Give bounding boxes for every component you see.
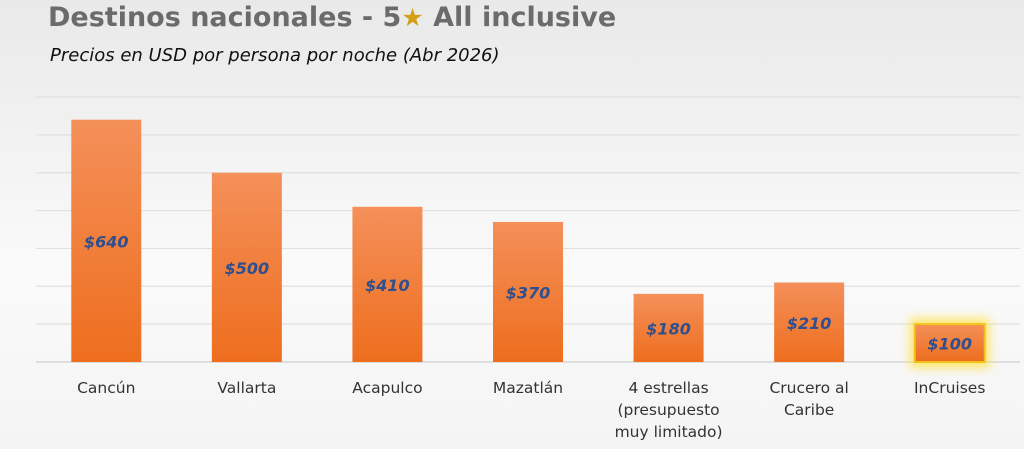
value-label: $100 [927,335,972,354]
title-text: Destinos nacionales - 5 [48,2,402,33]
x-tick-label: Mazatlán [492,379,564,397]
bar [71,119,142,362]
x-tick-label: Vallarta [217,379,277,397]
bar [211,172,282,362]
chart-title: Destinos nacionales - 5★ All inclusive [48,2,616,33]
value-label: $410 [365,276,410,295]
value-label: $180 [646,319,691,338]
value-label: $500 [225,259,270,278]
bar [493,221,563,362]
bar [633,293,704,362]
x-tick-label: Acapulco [352,379,423,397]
chart-subtitle: Precios en USD por persona por noche (Ab… [50,45,500,66]
x-tick-label: InCruises [913,379,986,397]
title-star: ★ [401,3,424,32]
bar [352,206,423,362]
title-text: All inclusive [433,2,617,33]
x-tick-label: Crucero al Caribe [769,379,849,419]
x-tick-label: Cancún [77,379,136,397]
bar [774,282,845,362]
bar [913,323,986,363]
value-label: $210 [787,314,832,333]
value-label: $640 [84,232,129,251]
value-label: $370 [506,283,551,302]
x-tick-label: 4 estrellas (presupuesto muy limitado) [614,379,723,441]
